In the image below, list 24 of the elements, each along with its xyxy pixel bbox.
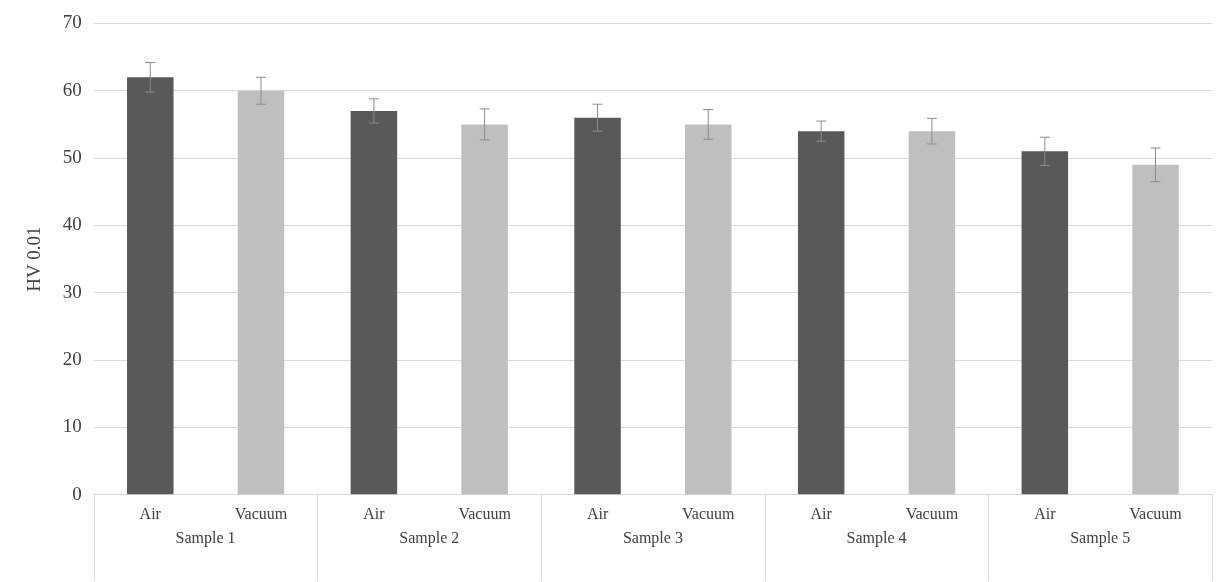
series-label: Air: [139, 505, 162, 522]
y-tick-label: 20: [62, 348, 82, 370]
y-tick-label: 30: [62, 280, 82, 302]
text: Vacuum: [1129, 505, 1182, 522]
y-axis-title: HV 0.01: [23, 226, 45, 292]
text: Air: [586, 505, 609, 522]
y-tick-label: 60: [62, 78, 82, 100]
y-tick-label: 70: [62, 11, 82, 33]
x-tick-label: Sample 4: [846, 528, 907, 547]
text: Vacuum: [905, 505, 959, 522]
x-tick-label: Sample 3: [622, 528, 683, 547]
x-tick-label: Sample 5: [1070, 528, 1131, 547]
y-tick-label: 40: [62, 213, 82, 235]
text: Vacuum: [458, 505, 511, 522]
y-tick-label: 10: [62, 415, 82, 437]
text: Air: [363, 505, 385, 522]
text: Vacuum: [682, 505, 735, 522]
series-label: Vacuum: [234, 505, 288, 522]
text: Air: [810, 505, 832, 522]
y-tick-label: 50: [62, 146, 82, 168]
y-tick-label: 0: [72, 482, 82, 504]
x-tick-label: Sample 1: [175, 528, 236, 547]
text: Air: [1034, 505, 1056, 522]
x-tick-label: Sample 2: [399, 528, 460, 547]
